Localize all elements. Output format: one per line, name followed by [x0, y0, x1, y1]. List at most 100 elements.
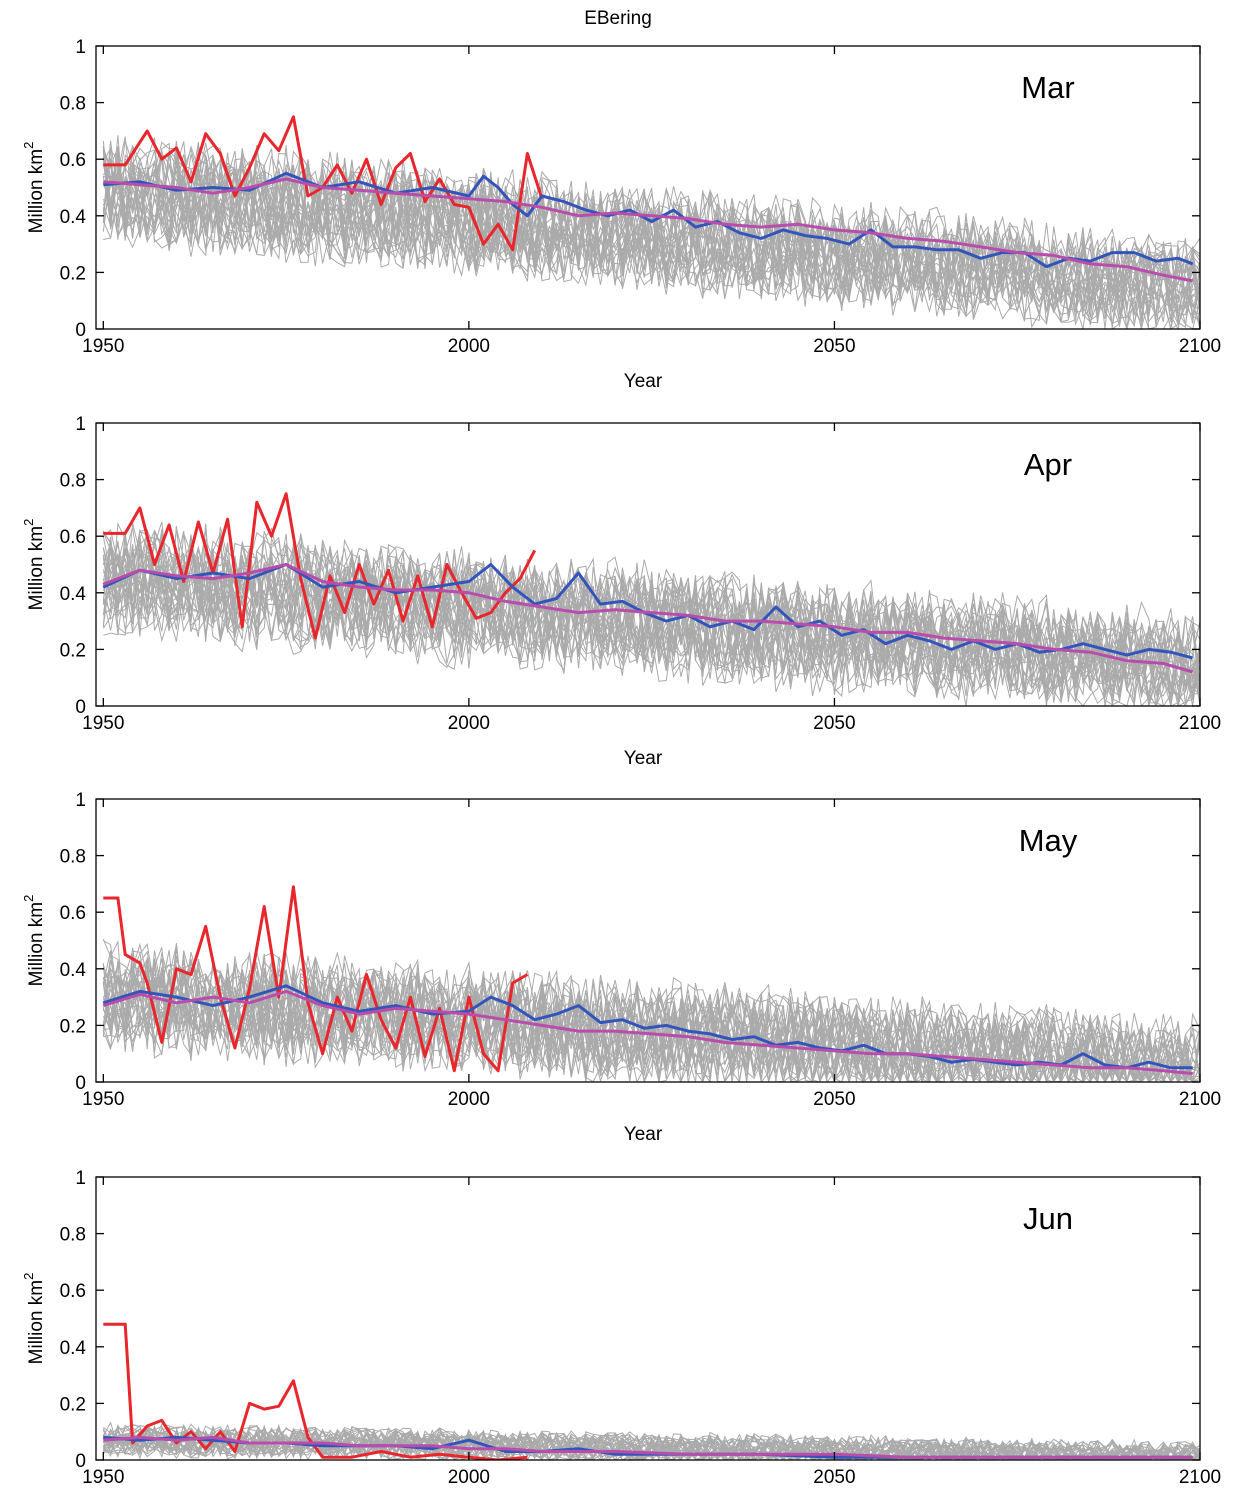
- y-tick-label: 1: [75, 1168, 86, 1189]
- x-tick-label: 1950: [82, 1089, 124, 1110]
- y-tick-label: 0.8: [60, 94, 86, 115]
- y-tick-label: 0.4: [60, 584, 87, 605]
- y-axis-label: Million km2: [21, 895, 47, 987]
- panel-may: 0 0.2 0.4 0.6 0.8 1 1950 2000 2050 2100 May Year Mil…: [21, 790, 1221, 1145]
- x-axis-label: Year: [624, 1124, 663, 1145]
- ensemble-line: [102, 135, 1200, 316]
- y-tick-label: 0.8: [60, 471, 86, 492]
- y-tick-label: 0: [75, 697, 86, 718]
- ensemble-line: [102, 1430, 1200, 1460]
- y-tick-label: 0.4: [60, 207, 87, 228]
- ensemble-line: [102, 550, 1200, 706]
- panel-label: Mar: [1021, 70, 1074, 105]
- ensemble-line: [102, 528, 1200, 702]
- y-tick-label: 0.8: [60, 1225, 86, 1246]
- series-line-1: [103, 171, 1194, 269]
- x-tick-label: 2000: [448, 1467, 490, 1488]
- ensemble-line: [102, 953, 1200, 1082]
- y-tick-label: 0.2: [60, 640, 86, 661]
- y-tick-label: 0.2: [60, 263, 86, 284]
- x-tick-label: 2100: [1179, 1089, 1221, 1110]
- x-tick-label: 1950: [82, 336, 124, 357]
- figure-title: EBering: [584, 8, 652, 29]
- y-axis-label: Million km2: [21, 1273, 47, 1365]
- ensemble-line: [103, 1426, 1200, 1460]
- x-tick-label: 2000: [448, 713, 490, 734]
- y-axis-label: Million km2: [21, 519, 47, 611]
- y-tick-label: 0: [75, 320, 86, 341]
- ensemble-line: [102, 545, 1200, 706]
- ensemble-line: [102, 153, 1200, 323]
- series-line-0: [103, 115, 544, 252]
- x-tick-label: 2100: [1179, 336, 1221, 357]
- axes-frame: [95, 798, 1201, 1083]
- x-tick-label: 2050: [813, 1089, 855, 1110]
- x-tick-label: 2050: [813, 336, 855, 357]
- x-tick-label: 2100: [1179, 1467, 1221, 1488]
- series-line-2: [102, 989, 1193, 1075]
- panel-label: Apr: [1024, 447, 1072, 482]
- ensemble-line: [102, 950, 1200, 1082]
- y-tick-label: 0.6: [60, 527, 86, 548]
- series-line-0: [103, 1322, 528, 1460]
- series-line-2: [103, 177, 1193, 283]
- ensemble-line: [102, 956, 1200, 1082]
- ensemble-line: [102, 553, 1200, 706]
- ensemble-line: [102, 158, 1200, 329]
- axes-frame: [95, 45, 1201, 330]
- ensemble-group: [102, 521, 1200, 706]
- panel-label: May: [1019, 823, 1078, 858]
- y-tick-label: 0.2: [60, 1016, 86, 1037]
- ensemble-line: [102, 146, 1200, 324]
- x-tick-label: 2000: [448, 336, 490, 357]
- y-tick-label: 1: [75, 790, 86, 811]
- y-axis-label: Million km2: [21, 142, 47, 234]
- axes-frame: [95, 422, 1201, 707]
- x-tick-label: 2000: [448, 1089, 490, 1110]
- panel-mar: 0 0.2 0.4 0.6 0.8 1 1950 2000 2050 2100 Mar Year Mil…: [21, 37, 1221, 392]
- ensemble-line: [102, 529, 1200, 702]
- ensemble-line: [103, 1426, 1200, 1460]
- y-tick-label: 0: [75, 1451, 86, 1472]
- panel-jun: 0 0.2 0.4 0.6 0.8 1 1950 2000 2050 2100 Jun Million…: [21, 1168, 1221, 1488]
- ensemble-line: [102, 148, 1200, 319]
- x-tick-label: 1950: [82, 1467, 124, 1488]
- ensemble-line: [102, 1432, 1200, 1460]
- ensemble-line: [102, 149, 1200, 323]
- y-axis-label-superscript: 2: [21, 142, 36, 149]
- series-line-2: [103, 1435, 1193, 1459]
- ensemble-line: [102, 532, 1200, 706]
- panel-apr: 0 0.2 0.4 0.6 0.8 1 1950 2000 2050 2100 Apr Year Mil…: [21, 414, 1221, 769]
- series-line-2: [102, 563, 1194, 674]
- y-tick-label: 0.6: [60, 150, 86, 171]
- y-tick-label: 0.8: [60, 847, 86, 868]
- y-axis-label-superscript: 2: [21, 1273, 36, 1280]
- y-tick-label: 0.6: [60, 903, 86, 924]
- y-tick-label: 1: [75, 414, 86, 435]
- y-tick-label: 0.2: [60, 1394, 86, 1415]
- y-tick-label: 0.4: [60, 960, 87, 981]
- x-axis-label: Year: [624, 371, 663, 392]
- y-tick-label: 0.4: [60, 1338, 87, 1359]
- series-line-1: [102, 563, 1194, 660]
- y-tick-label: 0.6: [60, 1281, 86, 1302]
- ensemble-line: [102, 136, 1200, 312]
- ensemble-line: [102, 943, 1200, 1082]
- x-tick-label: 1950: [82, 713, 124, 734]
- ensemble-line: [102, 954, 1200, 1082]
- axes-frame: [95, 1176, 1201, 1461]
- ensemble-line: [103, 536, 1200, 706]
- ensemble-line: [102, 964, 1200, 1082]
- y-tick-label: 0: [75, 1073, 86, 1094]
- y-axis-label-superscript: 2: [21, 519, 36, 526]
- ensemble-line: [102, 539, 1200, 700]
- x-tick-label: 2100: [1179, 713, 1221, 734]
- ensemble-group: [102, 135, 1200, 329]
- x-tick-label: 2050: [813, 1467, 855, 1488]
- ensemble-line: [102, 165, 1200, 329]
- panel-label: Jun: [1023, 1201, 1073, 1236]
- ensemble-group: [102, 938, 1200, 1082]
- series-line-0: [103, 885, 529, 1073]
